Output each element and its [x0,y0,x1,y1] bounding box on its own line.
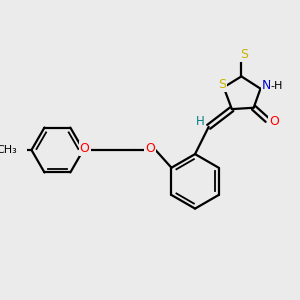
Text: S: S [240,48,248,61]
Text: O: O [145,142,155,155]
Text: -H: -H [271,82,283,92]
Text: O: O [80,142,90,155]
Text: O: O [269,115,279,128]
Text: CH₃: CH₃ [0,145,17,155]
Text: N: N [262,80,271,92]
Text: H: H [196,116,205,128]
Text: S: S [218,78,226,91]
